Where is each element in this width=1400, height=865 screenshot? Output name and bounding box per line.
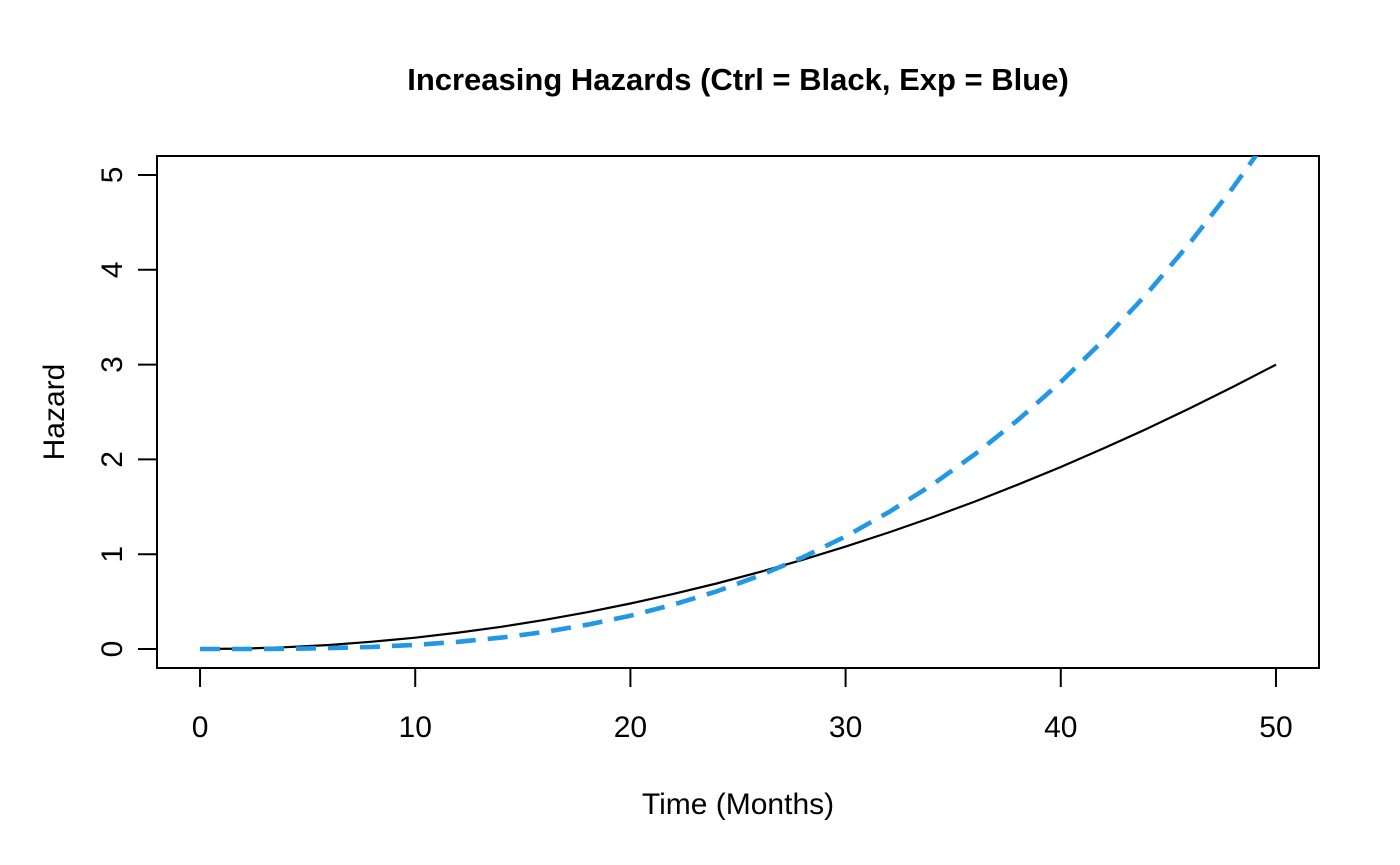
x-tick-label: 30 bbox=[829, 711, 862, 744]
y-tick-label: 0 bbox=[96, 641, 129, 658]
x-axis: 0 10 20 30 40 50 bbox=[192, 668, 1293, 744]
plot-box bbox=[156, 155, 1320, 669]
y-tick-label: 2 bbox=[96, 451, 129, 468]
y-tick-label: 4 bbox=[96, 261, 129, 278]
experimental-hazard-line bbox=[200, 156, 1259, 652]
y-tick-label: 3 bbox=[96, 356, 129, 373]
x-tick-label: 0 bbox=[192, 711, 209, 744]
x-tick-label: 50 bbox=[1259, 711, 1292, 744]
control-hazard-line bbox=[199, 363, 1277, 651]
x-tick-label: 40 bbox=[1044, 711, 1077, 744]
y-tick-label: 5 bbox=[96, 167, 129, 184]
x-tick-label: 10 bbox=[399, 711, 432, 744]
y-axis: 0 1 2 3 4 5 bbox=[96, 167, 157, 658]
y-tick-label: 1 bbox=[96, 546, 129, 563]
series-lines bbox=[199, 156, 1277, 652]
x-tick-label: 20 bbox=[614, 711, 647, 744]
x-axis-label: Time (Months) bbox=[642, 788, 834, 821]
chart-title: Increasing Hazards (Ctrl = Black, Exp = … bbox=[407, 62, 1069, 97]
y-axis-label: Hazard bbox=[38, 364, 71, 461]
